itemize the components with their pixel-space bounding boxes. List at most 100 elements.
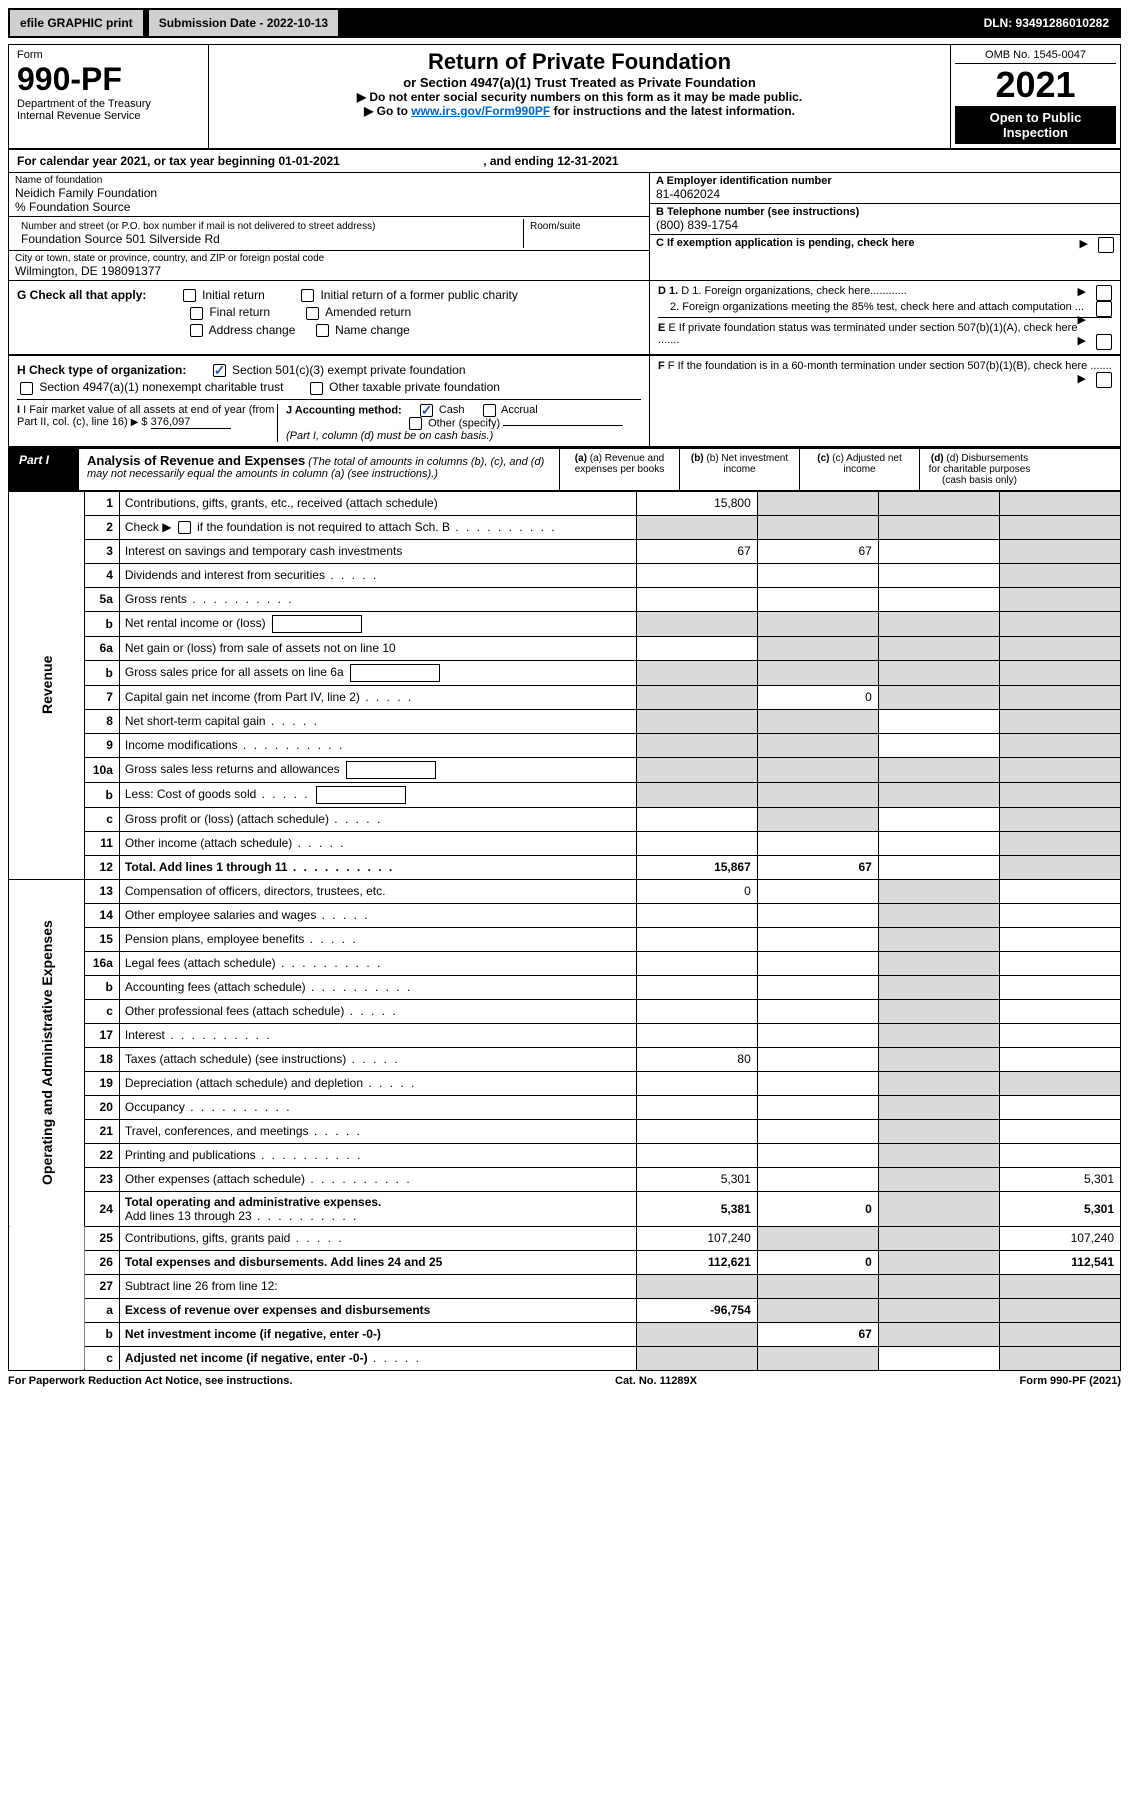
amended-return-checkbox[interactable] (306, 307, 319, 320)
d2-checkbox[interactable] (1096, 301, 1112, 317)
initial-return-checkbox[interactable] (183, 289, 196, 302)
final-return-checkbox[interactable] (190, 307, 203, 320)
cash-checkbox[interactable] (420, 404, 433, 417)
r10c-a (636, 807, 757, 831)
row-24: 24 Total operating and administrative ex… (9, 1191, 1121, 1226)
e-checkbox[interactable] (1096, 334, 1112, 350)
r5b-input[interactable] (272, 615, 362, 633)
accrual-text: Accrual (501, 404, 538, 416)
r3-b: 67 (757, 539, 878, 563)
r20-text: Occupancy (125, 1100, 185, 1114)
i-arrow: $ (131, 416, 148, 428)
r14-b (757, 903, 878, 927)
paperwork-notice: For Paperwork Reduction Act Notice, see … (8, 1375, 292, 1387)
row-11: 11 Other income (attach schedule) (9, 831, 1121, 855)
r17-d (999, 1023, 1120, 1047)
r10a-c (878, 757, 999, 782)
line-no-16a: 16a (85, 951, 120, 975)
line-no-17: 17 (85, 1023, 120, 1047)
sec501-checkbox[interactable] (213, 364, 226, 377)
calyear-pre: For calendar year 2021, or tax year begi… (17, 154, 278, 168)
row-27b: b Net investment income (if negative, en… (9, 1322, 1121, 1346)
r6b-input[interactable] (350, 664, 440, 682)
r16c-c (878, 999, 999, 1023)
r26-a: 112,621 (636, 1250, 757, 1274)
line-no-27a: a (85, 1298, 120, 1322)
f-checkbox[interactable] (1096, 372, 1112, 388)
r19-text: Depreciation (attach schedule) and deple… (125, 1076, 363, 1090)
r2-c (878, 515, 999, 539)
desc-6a: Net gain or (loss) from sale of assets n… (119, 636, 636, 660)
dln: DLN: 93491286010282 (974, 10, 1119, 36)
r6b-d (999, 660, 1120, 685)
d-section: D 1. D 1. Foreign organizations, check h… (649, 281, 1120, 354)
r6b-text: Gross sales price for all assets on line… (125, 665, 344, 679)
page-footer: For Paperwork Reduction Act Notice, see … (8, 1371, 1121, 1391)
r5b-c (878, 611, 999, 636)
r27-a (636, 1274, 757, 1298)
part1-label: Part I (9, 449, 79, 490)
row-18: 18 Taxes (attach schedule) (see instruct… (9, 1047, 1121, 1071)
r25-a: 107,240 (636, 1226, 757, 1250)
row-5b: b Net rental income or (loss) (9, 611, 1121, 636)
ein-cell: A Employer identification number 81-4062… (650, 173, 1120, 204)
row-20: 20 Occupancy (9, 1095, 1121, 1119)
r4-b (757, 563, 878, 587)
desc-1: Contributions, gifts, grants, etc., rece… (119, 491, 636, 515)
line-no-12: 12 (85, 855, 120, 879)
exemption-checkbox[interactable] (1098, 237, 1114, 253)
d1-checkbox[interactable] (1096, 285, 1112, 301)
r10b-input[interactable] (316, 786, 406, 804)
desc-16c: Other professional fees (attach schedule… (119, 999, 636, 1023)
row-4: 4 Dividends and interest from securities (9, 563, 1121, 587)
r6b-b (757, 660, 878, 685)
row-2: 2 Check ▶ if the foundation is not requi… (9, 515, 1121, 539)
col-a-text: (a) Revenue and expenses per books (575, 453, 665, 475)
row-16b: b Accounting fees (attach schedule) (9, 975, 1121, 999)
initial-former-checkbox[interactable] (301, 289, 314, 302)
r17-a (636, 1023, 757, 1047)
line-no-25: 25 (85, 1226, 120, 1250)
r10a-input[interactable] (346, 761, 436, 779)
row-3: 3 Interest on savings and temporary cash… (9, 539, 1121, 563)
r10c-b (757, 807, 878, 831)
row-6a: 6a Net gain or (loss) from sale of asset… (9, 636, 1121, 660)
r10c-text: Gross profit or (loss) (attach schedule) (125, 812, 329, 826)
row-27: 27 Subtract line 26 from line 12: (9, 1274, 1121, 1298)
row-16a: 16a Legal fees (attach schedule) (9, 951, 1121, 975)
r16b-text: Accounting fees (attach schedule) (125, 980, 306, 994)
address-change-checkbox[interactable] (190, 324, 203, 337)
r16a-b (757, 951, 878, 975)
blank-side (9, 1226, 85, 1370)
name-change-checkbox[interactable] (316, 324, 329, 337)
r6a-c (878, 636, 999, 660)
desc-20: Occupancy (119, 1095, 636, 1119)
form-header: Form 990-PF Department of the Treasury I… (8, 44, 1121, 150)
part1-header: Part I Analysis of Revenue and Expenses … (8, 448, 1121, 491)
other-method-checkbox[interactable] (409, 417, 422, 430)
schb-checkbox[interactable] (178, 521, 191, 534)
r27c-c (878, 1346, 999, 1370)
r1-d (999, 491, 1120, 515)
row-25: 25 Contributions, gifts, grants paid 107… (9, 1226, 1121, 1250)
sec4947-checkbox[interactable] (20, 382, 33, 395)
r21-text: Travel, conferences, and meetings (125, 1124, 309, 1138)
desc-17: Interest (119, 1023, 636, 1047)
j-block: J Accounting method: Cash Accrual Other … (277, 404, 641, 442)
line-no-2: 2 (85, 515, 120, 539)
line-no-5b: b (85, 611, 120, 636)
efile-print[interactable]: efile GRAPHIC print (10, 10, 143, 36)
r23-a: 5,301 (636, 1167, 757, 1191)
row-7: 7 Capital gain net income (from Part IV,… (9, 685, 1121, 709)
other-taxable-checkbox[interactable] (310, 382, 323, 395)
r2-post: if the foundation is not required to att… (194, 520, 450, 534)
form-ref: Form 990-PF (2021) (1020, 1375, 1121, 1387)
row-16c: c Other professional fees (attach schedu… (9, 999, 1121, 1023)
form990pf-link[interactable]: www.irs.gov/Form990PF (411, 104, 550, 118)
accrual-checkbox[interactable] (483, 404, 496, 417)
r24-a: 5,381 (636, 1191, 757, 1226)
dept-treasury: Department of the Treasury (17, 98, 200, 110)
line-no-19: 19 (85, 1071, 120, 1095)
r25-c (878, 1226, 999, 1250)
r4-c (878, 563, 999, 587)
